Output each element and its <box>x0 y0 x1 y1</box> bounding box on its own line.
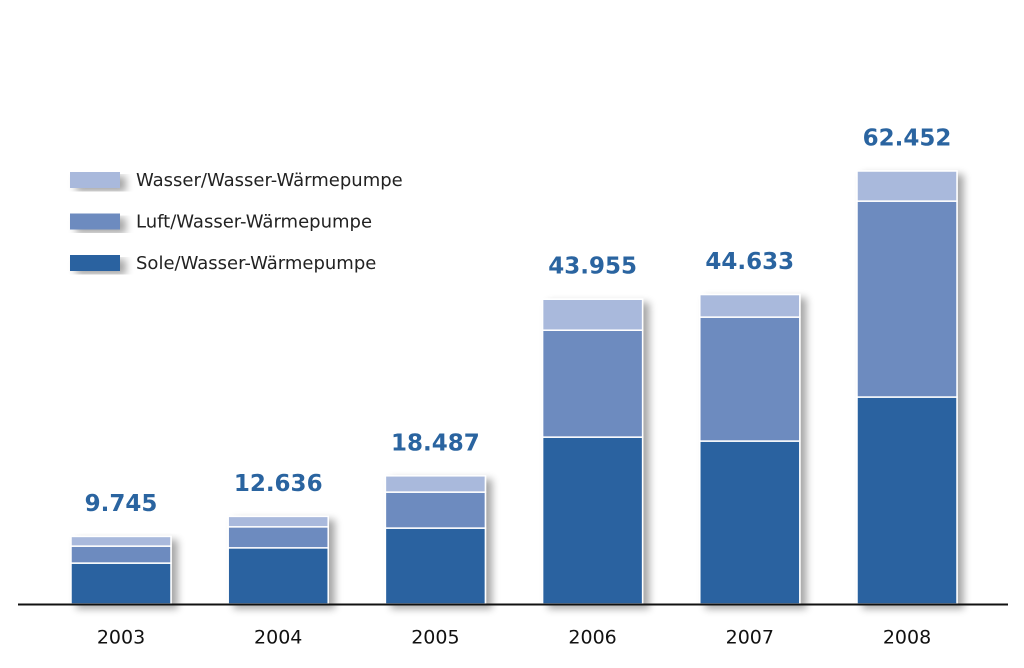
bar-segment <box>227 526 329 549</box>
bar-segment <box>699 316 801 442</box>
x-tick-label: 2006 <box>568 627 616 649</box>
bar-stack <box>70 535 172 605</box>
bar-segment <box>384 527 487 605</box>
bar-stack <box>541 298 644 605</box>
bar-segment <box>70 562 172 605</box>
bar-segment <box>541 436 644 605</box>
bar-segment <box>70 545 172 564</box>
bars <box>70 170 958 605</box>
x-tick-label: 2003 <box>97 627 145 649</box>
bar-segment <box>384 475 487 493</box>
bar-segment <box>699 293 801 318</box>
bar-segment <box>227 547 329 605</box>
total-label: 44.633 <box>705 249 794 275</box>
bar-segment <box>541 329 644 438</box>
legend-swatch <box>70 213 120 230</box>
total-label: 43.955 <box>548 254 637 280</box>
bar-segment <box>856 170 958 202</box>
legend-swatch <box>70 255 120 271</box>
total-label: 18.487 <box>391 430 480 456</box>
x-tick-label: 2005 <box>411 627 459 649</box>
legend-swatch <box>70 172 120 188</box>
x-tick-label: 2007 <box>726 627 774 649</box>
legend-label: Sole/Wasser-Wärmepumpe <box>136 253 376 274</box>
bar-stack <box>384 475 487 605</box>
bar-stack <box>699 293 801 605</box>
x-tick-label: 2008 <box>883 627 931 649</box>
bar-segment <box>856 396 958 605</box>
bar-segment <box>227 515 329 528</box>
bar-segment <box>70 535 172 547</box>
x-tick-label: 2004 <box>254 627 302 649</box>
bar-segment <box>384 491 487 529</box>
bar-segment <box>856 200 958 398</box>
bar-segment <box>699 440 801 605</box>
legend-label: Luft/Wasser-Wärmepumpe <box>136 212 372 233</box>
bar-segment <box>541 298 644 331</box>
total-label: 12.636 <box>234 471 323 497</box>
legend-label: Wasser/Wasser-Wärmepumpe <box>136 170 403 191</box>
total-label: 62.452 <box>863 126 952 152</box>
bar-stack <box>856 170 958 605</box>
total-label: 9.745 <box>85 491 158 517</box>
bar-stack <box>227 515 329 605</box>
